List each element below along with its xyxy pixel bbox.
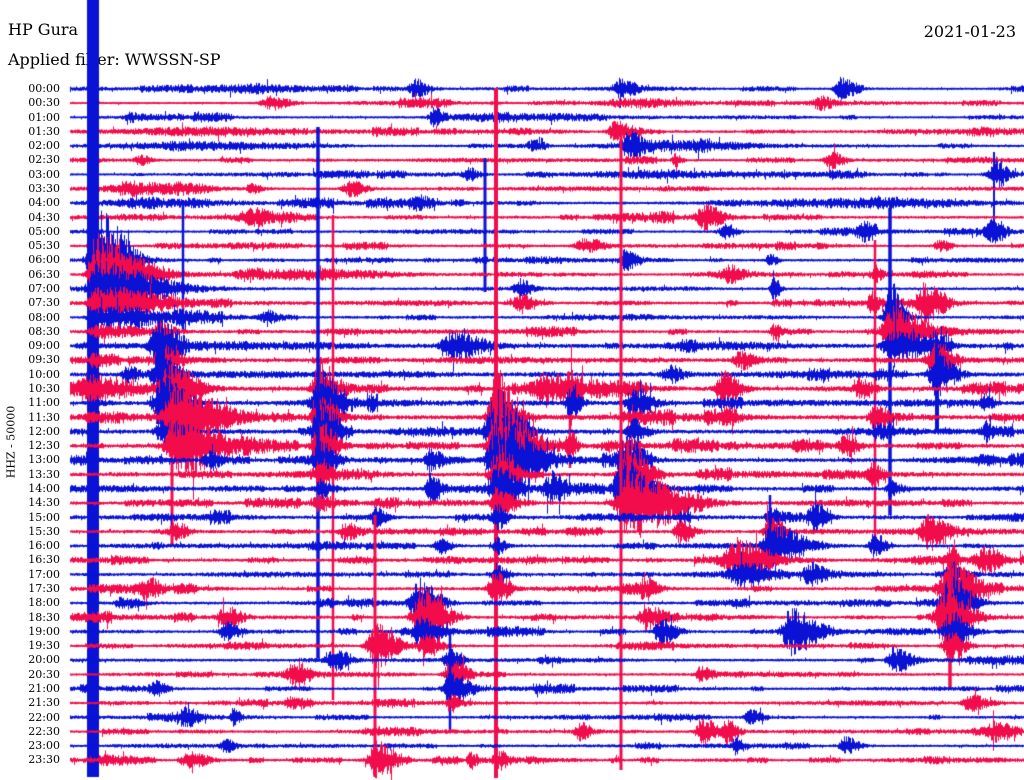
helicorder-screen: HP Gura 2021-01-23 Applied filter: WWSSN… [0, 0, 1024, 780]
seismogram-traces-canvas [0, 0, 1024, 780]
